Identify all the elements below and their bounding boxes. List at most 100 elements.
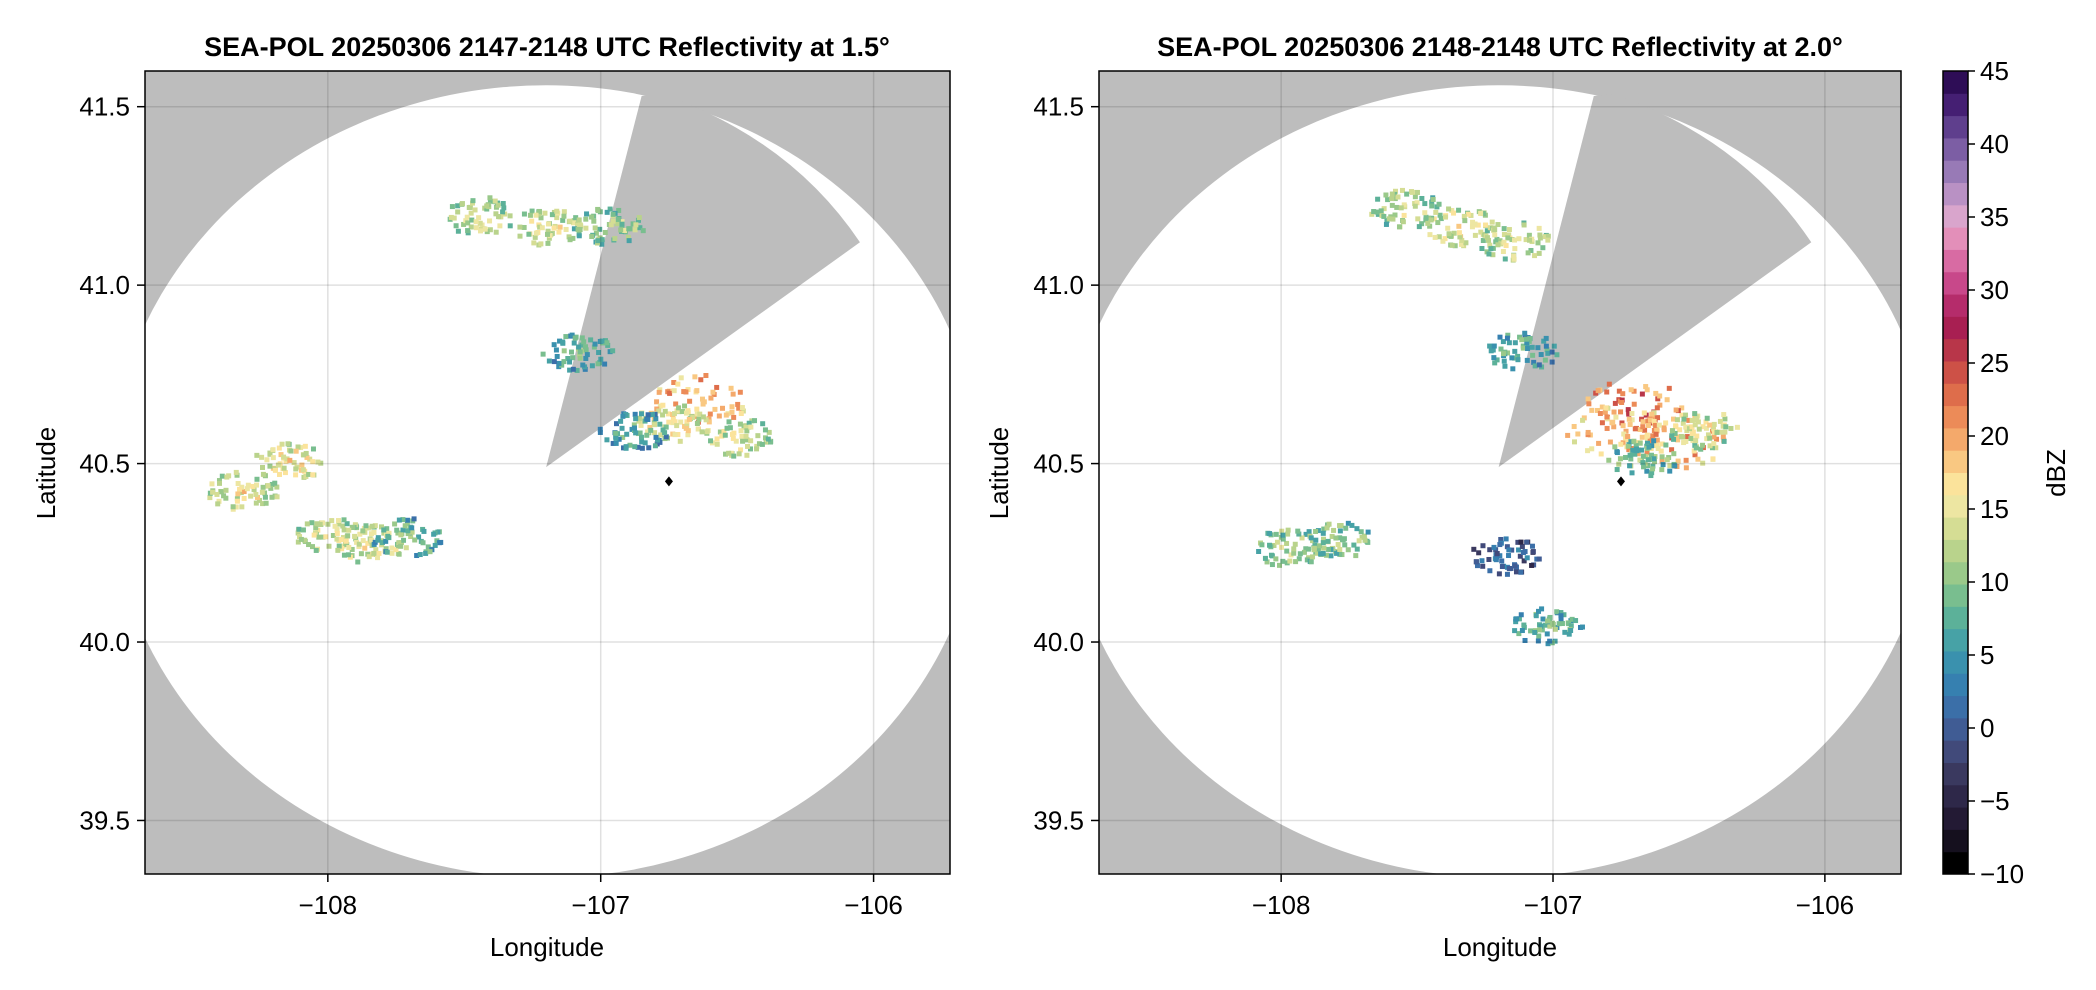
echo-pixel [226,473,232,479]
echo-pixel [309,520,315,526]
echo-pixel [561,213,567,219]
echo-pixel [251,487,257,493]
echo-pixel [326,543,332,549]
echo-pixel [759,441,765,447]
echo-pixel [344,541,350,547]
echo-pixel [1497,238,1503,244]
echo-pixel [1536,362,1542,368]
echo-pixel [1480,543,1486,549]
x-tick-label: −106 [1796,890,1855,920]
echo-pixel [360,528,366,534]
echo-pixel [361,525,367,531]
echo-pixel [652,411,658,417]
echo-pixel [707,411,713,417]
echo-pixel [636,415,642,421]
colorbar-segment [1943,204,1968,228]
echo-pixel [581,339,587,345]
echo-pixel [1513,569,1519,575]
echo-pixel [310,446,316,452]
echo-pixel [304,454,310,460]
echo-pixel [223,495,229,501]
echo-pixel [276,445,282,451]
echo-pixel [1599,404,1605,410]
echo-pixel [303,473,309,479]
radar-site-marker [1616,476,1625,487]
echo-pixel [639,439,645,445]
echo-pixel [1503,536,1509,542]
echo-pixel [1704,415,1710,421]
echo-pixel [1485,237,1491,243]
echo-pixel [1683,424,1689,430]
echo-pixel [1279,528,1285,534]
echo-pixel [660,427,666,433]
echo-pixel [267,463,273,469]
echo-pixel [699,396,705,402]
axes-frame [144,70,951,875]
echo-pixel [671,380,677,386]
echo-pixel [405,531,411,537]
colorbar-segment [1943,539,1968,563]
colorbar-segment [1943,93,1968,117]
echo-pixel [1618,441,1624,447]
echo-pixel [1655,445,1661,451]
echo-pixel [1673,407,1679,413]
echo-pixel [1519,628,1525,634]
echo-pixel [1519,544,1525,550]
echo-pixel [559,362,565,368]
echo-pixel [1688,435,1694,441]
echo-pixel [532,234,538,240]
echo-pixel [1666,385,1672,391]
echo-pixel [1535,638,1541,644]
echo-pixel [655,437,661,443]
echo-pixel [1637,426,1643,432]
colorbar-segment [1943,494,1968,518]
echo-pixel [496,214,502,220]
echo-pixel [1525,250,1531,256]
echo-pixel [282,470,288,476]
echo-pixel [1521,624,1527,630]
echo-pixel [1337,535,1343,541]
echo-pixel [1669,447,1675,453]
echo-pixel [674,423,680,429]
echo-pixel [1628,387,1634,393]
echo-pixel [1575,431,1581,437]
echo-pixel [744,428,750,434]
echo-pixel [1703,425,1709,431]
echo-pixel [1404,191,1410,197]
echo-pixel [318,460,324,466]
echo-pixel [527,212,533,218]
colorbar-frame [1942,70,1969,875]
echo-pixel [529,218,535,224]
echo-pixel [284,456,290,462]
echo-pixel [1487,568,1493,574]
echo-pixel [1259,542,1265,548]
echo-pixel [595,361,601,367]
echo-pixel [1654,442,1660,448]
echo-pixel [235,481,241,487]
echo-pixel [1518,569,1524,575]
echo-pixel [1565,432,1571,438]
echo-pixel [1681,416,1687,422]
echo-pixel [1522,637,1528,643]
panel-2-title: SEA-POL 20250306 2148-2148 UTC Reflectiv… [1157,32,1843,62]
echo-pixel [310,544,316,550]
echo-pixel [1515,539,1521,545]
echo-pixel [1632,451,1638,457]
echo-pixel [400,517,406,523]
echo-pixel [716,413,722,419]
echo-pixel [1664,397,1670,403]
echo-pixel [1501,239,1507,245]
echo-pixel [1529,562,1535,568]
echo-pixel [1491,355,1497,361]
echo-pixel [352,533,358,539]
echo-pixel [1568,628,1574,634]
echo-pixel [1664,457,1670,463]
echo-pixel [517,224,523,230]
echo-pixel [477,220,483,226]
echo-pixel [1524,340,1530,346]
echo-pixel [1672,430,1678,436]
echo-pixel [673,401,679,407]
echo-pixel [476,215,482,221]
echo-pixel [1653,431,1659,437]
echo-pixel [394,527,400,533]
